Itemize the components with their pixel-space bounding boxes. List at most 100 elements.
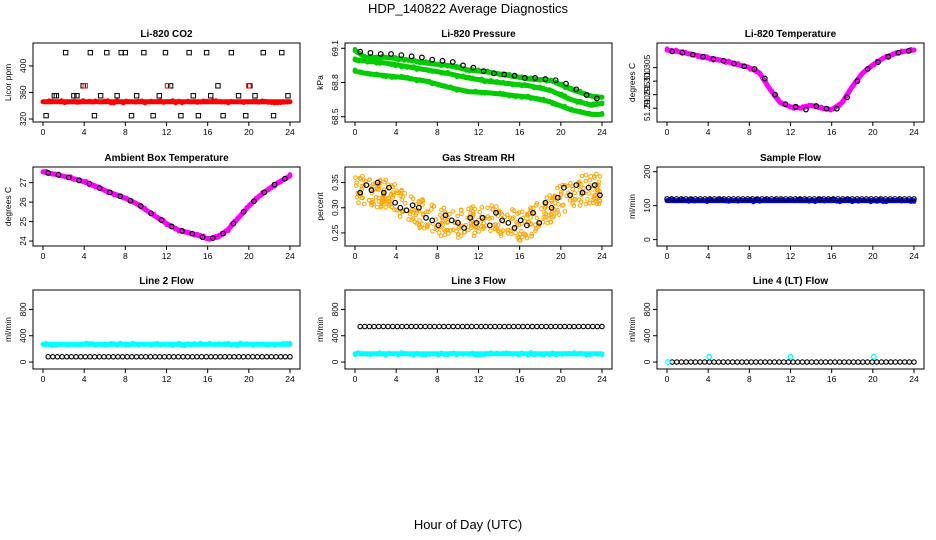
series-pressure-lower <box>352 67 605 118</box>
series-point <box>429 81 435 87</box>
series-point <box>547 99 552 104</box>
series-point <box>178 112 184 119</box>
x-tick-label: 20 <box>556 374 566 384</box>
series-point <box>844 94 851 101</box>
series-point <box>593 95 600 102</box>
series-point <box>445 323 452 330</box>
x-tick-label: 12 <box>474 374 484 384</box>
cloud-point <box>488 228 493 233</box>
series-point <box>180 354 186 360</box>
series-point <box>281 340 287 346</box>
series-point <box>357 323 363 330</box>
series-point <box>460 62 466 69</box>
x-tick-label: 4 <box>394 251 399 261</box>
series-point <box>729 359 736 365</box>
series-point <box>538 323 545 330</box>
series-point <box>906 359 913 365</box>
series-point <box>148 210 154 217</box>
x-tick-label: 12 <box>162 374 172 384</box>
cloud-point <box>468 225 474 231</box>
plot-area <box>353 171 603 243</box>
cloud-point <box>442 232 448 238</box>
cloud-point <box>468 223 474 228</box>
series-point <box>219 100 225 105</box>
series-point <box>766 84 772 90</box>
cloud-point <box>562 209 568 214</box>
series-point <box>138 354 144 360</box>
series-point <box>240 354 247 360</box>
series-point <box>451 350 456 355</box>
series-point <box>355 69 361 75</box>
series-point <box>179 343 185 348</box>
cloud-point <box>529 233 534 239</box>
x-tick-label: 24 <box>285 251 295 261</box>
x-tick-label: 24 <box>597 251 607 261</box>
series-point <box>240 208 247 215</box>
series-point <box>743 359 750 365</box>
series-point <box>170 354 177 360</box>
cloud-point <box>597 174 603 179</box>
series-point <box>870 353 877 360</box>
series-point <box>439 57 446 64</box>
y-tick-label: 51.295 <box>642 81 652 107</box>
series-point <box>803 106 809 113</box>
series-point <box>175 354 182 360</box>
x-tick-label: 16 <box>827 374 837 384</box>
series-point <box>710 56 717 62</box>
cloud-point <box>394 188 400 194</box>
cloud-point <box>594 171 599 177</box>
x-tick-label: 0 <box>665 127 670 137</box>
cloud-point <box>515 211 520 216</box>
y-tick-label: 68.8 <box>330 74 340 91</box>
series-point <box>408 53 415 60</box>
series-point <box>869 359 875 365</box>
series-point <box>147 354 154 360</box>
series-sample-flow-hourly <box>664 196 917 202</box>
series-point <box>97 93 104 99</box>
series-point <box>895 49 902 56</box>
cloud-point <box>354 180 360 185</box>
series-point <box>413 323 419 330</box>
series-point <box>480 68 487 74</box>
y-tick-label: 0.25 <box>330 224 340 241</box>
series-point <box>730 60 737 67</box>
series-point <box>235 93 242 99</box>
series-point <box>491 70 497 77</box>
cloud-point <box>558 192 564 197</box>
x-tick-label: 0 <box>353 374 358 384</box>
series-point <box>408 323 415 330</box>
cloud-point <box>428 206 434 212</box>
series-point <box>599 323 605 330</box>
series-point <box>282 354 289 360</box>
x-tick-label: 20 <box>868 251 878 261</box>
series-point <box>871 63 877 68</box>
y-axis-label: kPa <box>315 75 325 90</box>
series-point <box>543 323 549 330</box>
series-point <box>548 323 554 330</box>
series-point <box>501 71 508 78</box>
series-point <box>854 78 861 85</box>
x-tick-label: 20 <box>244 127 254 137</box>
series-point <box>108 341 114 346</box>
series-point <box>167 83 174 89</box>
cloud-point <box>548 211 554 217</box>
x-tick-label: 4 <box>706 374 711 384</box>
cloud-point <box>445 227 451 233</box>
cloud-point <box>587 200 592 206</box>
y-tick-label: 800 <box>18 302 28 316</box>
series-point <box>243 112 249 119</box>
series-point <box>901 359 908 365</box>
series-point <box>272 100 277 106</box>
cloud-point <box>472 230 477 236</box>
series-point <box>287 354 293 360</box>
x-tick-label: 24 <box>909 374 919 384</box>
series-point <box>179 228 185 234</box>
series-point <box>263 342 268 348</box>
cloud-point <box>398 193 403 199</box>
series-point <box>501 323 508 330</box>
series-point <box>442 212 449 219</box>
cloud-point <box>387 203 392 208</box>
cloud-point <box>477 209 483 215</box>
x-tick-label: 12 <box>786 127 796 137</box>
series-point <box>524 323 531 330</box>
